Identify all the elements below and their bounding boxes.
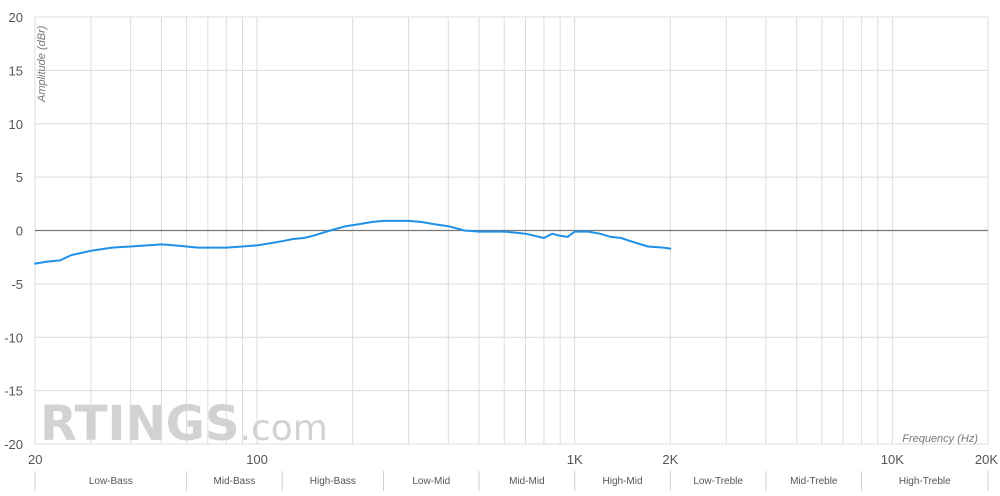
watermark-suffix: .com xyxy=(240,408,328,449)
band-label: Low-Bass xyxy=(89,476,133,487)
y-tick-label: -15 xyxy=(4,384,23,399)
y-tick-label: 10 xyxy=(9,117,23,132)
frequency-response-line xyxy=(34,219,672,265)
y-tick-label: 5 xyxy=(16,170,23,185)
x-tick-label: 2K xyxy=(662,452,678,467)
rtings-watermark: RTINGS.com xyxy=(40,396,328,452)
x-tick-label: 1K xyxy=(567,452,583,467)
band-label: Mid-Treble xyxy=(790,476,838,487)
y-tick-label: -5 xyxy=(11,277,23,292)
watermark-brand: RTINGS xyxy=(40,396,240,452)
y-tick-label: 20 xyxy=(9,10,23,25)
x-axis-label: Frequency (Hz) xyxy=(902,433,978,445)
band-label: Low-Mid xyxy=(412,476,450,487)
band-label: Mid-Mid xyxy=(509,476,545,487)
frequency-bands: Low-Bass Mid-Bass High-Bass Low-Mid Mid-Mid H… xyxy=(34,471,989,491)
y-axis-label: Amplitude (dBr) xyxy=(36,25,48,103)
band-label: High-Treble xyxy=(899,476,951,487)
band-label: High-Bass xyxy=(310,476,356,487)
y-axis-ticks: 20 15 10 5 0 -5 -10 -15 -20 xyxy=(4,10,23,452)
y-tick-label: 15 xyxy=(9,63,23,78)
y-tick-label: -20 xyxy=(4,437,23,452)
band-label: Low-Treble xyxy=(693,476,743,487)
x-tick-label: 100 xyxy=(246,452,268,467)
band-label: Mid-Bass xyxy=(214,476,256,487)
x-tick-label: 10K xyxy=(881,452,904,467)
x-tick-label: 20 xyxy=(28,452,42,467)
x-axis-ticks: 20 100 1K 2K 10K 20K xyxy=(28,452,998,467)
series-layer xyxy=(34,219,672,265)
x-tick-label: 20K xyxy=(975,452,998,467)
y-tick-label: 0 xyxy=(16,224,23,239)
band-label: High-Mid xyxy=(603,476,643,487)
y-tick-label: -10 xyxy=(4,330,23,345)
